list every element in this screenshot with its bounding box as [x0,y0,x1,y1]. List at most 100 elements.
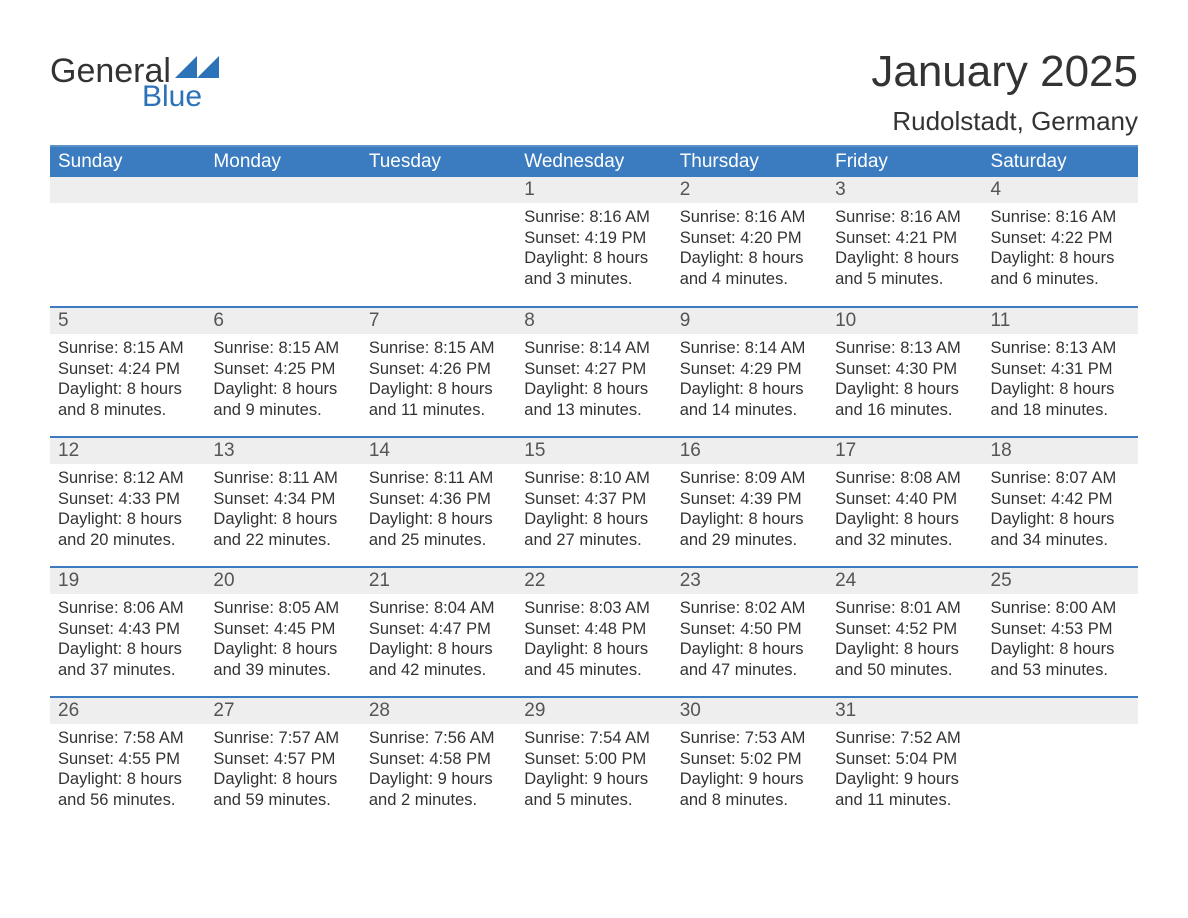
sunrise-line: Sunrise: 8:13 AM [991,338,1130,359]
day-body: Sunrise: 8:09 AMSunset: 4:39 PMDaylight:… [672,464,827,559]
sunset-line: Sunset: 4:24 PM [58,359,197,380]
day-number: 16 [672,438,827,464]
daylight-line: Daylight: 8 hours and 27 minutes. [524,509,663,550]
sunset-line: Sunset: 4:33 PM [58,489,197,510]
sunrise-line: Sunrise: 7:57 AM [213,728,352,749]
month-title: January 2025 [871,50,1138,94]
sunset-line: Sunset: 4:53 PM [991,619,1130,640]
day-number: 7 [361,308,516,334]
day-body: Sunrise: 8:05 AMSunset: 4:45 PMDaylight:… [205,594,360,689]
sunset-line: Sunset: 4:22 PM [991,228,1130,249]
day-number: 11 [983,308,1138,334]
day-number: 24 [827,568,982,594]
day-body: Sunrise: 8:16 AMSunset: 4:19 PMDaylight:… [516,203,671,298]
weekday-monday: Monday [205,146,360,177]
sunrise-line: Sunrise: 8:09 AM [680,468,819,489]
sunset-line: Sunset: 5:02 PM [680,749,819,770]
sunset-line: Sunset: 4:30 PM [835,359,974,380]
day-cell: 14Sunrise: 8:11 AMSunset: 4:36 PMDayligh… [361,437,516,567]
day-cell: 25Sunrise: 8:00 AMSunset: 4:53 PMDayligh… [983,567,1138,697]
day-cell: 30Sunrise: 7:53 AMSunset: 5:02 PMDayligh… [672,697,827,827]
day-number-blank [983,698,1138,724]
sunset-line: Sunset: 4:20 PM [680,228,819,249]
sunset-line: Sunset: 4:42 PM [991,489,1130,510]
sunrise-line: Sunrise: 8:12 AM [58,468,197,489]
day-number: 3 [827,177,982,203]
day-cell: 11Sunrise: 8:13 AMSunset: 4:31 PMDayligh… [983,307,1138,437]
day-cell: 26Sunrise: 7:58 AMSunset: 4:55 PMDayligh… [50,697,205,827]
day-cell: 13Sunrise: 8:11 AMSunset: 4:34 PMDayligh… [205,437,360,567]
daylight-line: Daylight: 8 hours and 4 minutes. [680,248,819,289]
daylight-line: Daylight: 8 hours and 11 minutes. [369,379,508,420]
day-cell: 24Sunrise: 8:01 AMSunset: 4:52 PMDayligh… [827,567,982,697]
daylight-line: Daylight: 8 hours and 56 minutes. [58,769,197,810]
day-body: Sunrise: 8:12 AMSunset: 4:33 PMDaylight:… [50,464,205,559]
day-cell: 31Sunrise: 7:52 AMSunset: 5:04 PMDayligh… [827,697,982,827]
day-body: Sunrise: 8:03 AMSunset: 4:48 PMDaylight:… [516,594,671,689]
sunrise-line: Sunrise: 7:58 AM [58,728,197,749]
day-body: Sunrise: 8:15 AMSunset: 4:24 PMDaylight:… [50,334,205,429]
day-number: 25 [983,568,1138,594]
sunset-line: Sunset: 5:00 PM [524,749,663,770]
daylight-line: Daylight: 8 hours and 16 minutes. [835,379,974,420]
day-body: Sunrise: 7:57 AMSunset: 4:57 PMDaylight:… [205,724,360,819]
day-body: Sunrise: 8:13 AMSunset: 4:31 PMDaylight:… [983,334,1138,429]
sunrise-line: Sunrise: 8:04 AM [369,598,508,619]
day-cell: 16Sunrise: 8:09 AMSunset: 4:39 PMDayligh… [672,437,827,567]
day-number: 14 [361,438,516,464]
day-body: Sunrise: 8:01 AMSunset: 4:52 PMDaylight:… [827,594,982,689]
day-cell: 9Sunrise: 8:14 AMSunset: 4:29 PMDaylight… [672,307,827,437]
sunset-line: Sunset: 4:43 PM [58,619,197,640]
sunrise-line: Sunrise: 8:16 AM [991,207,1130,228]
weekday-sunday: Sunday [50,146,205,177]
day-cell: 29Sunrise: 7:54 AMSunset: 5:00 PMDayligh… [516,697,671,827]
sunset-line: Sunset: 4:57 PM [213,749,352,770]
day-body: Sunrise: 8:16 AMSunset: 4:21 PMDaylight:… [827,203,982,298]
sunset-line: Sunset: 4:39 PM [680,489,819,510]
location: Rudolstadt, Germany [871,106,1138,137]
week-row: 12Sunrise: 8:12 AMSunset: 4:33 PMDayligh… [50,437,1138,567]
calendar-body: 1Sunrise: 8:16 AMSunset: 4:19 PMDaylight… [50,177,1138,827]
sunrise-line: Sunrise: 8:07 AM [991,468,1130,489]
daylight-line: Daylight: 8 hours and 3 minutes. [524,248,663,289]
sunset-line: Sunset: 4:45 PM [213,619,352,640]
daylight-line: Daylight: 8 hours and 47 minutes. [680,639,819,680]
sunrise-line: Sunrise: 8:01 AM [835,598,974,619]
day-number-blank [361,177,516,203]
day-cell: 6Sunrise: 8:15 AMSunset: 4:25 PMDaylight… [205,307,360,437]
daylight-line: Daylight: 8 hours and 29 minutes. [680,509,819,550]
day-body: Sunrise: 8:04 AMSunset: 4:47 PMDaylight:… [361,594,516,689]
daylight-line: Daylight: 8 hours and 34 minutes. [991,509,1130,550]
sunrise-line: Sunrise: 8:11 AM [369,468,508,489]
day-cell: 7Sunrise: 8:15 AMSunset: 4:26 PMDaylight… [361,307,516,437]
sunrise-line: Sunrise: 8:02 AM [680,598,819,619]
daylight-line: Daylight: 8 hours and 5 minutes. [835,248,974,289]
sunset-line: Sunset: 4:25 PM [213,359,352,380]
daylight-line: Daylight: 8 hours and 37 minutes. [58,639,197,680]
day-number: 30 [672,698,827,724]
calendar-head: SundayMondayTuesdayWednesdayThursdayFrid… [50,146,1138,177]
day-body: Sunrise: 8:14 AMSunset: 4:29 PMDaylight:… [672,334,827,429]
day-body: Sunrise: 8:16 AMSunset: 4:22 PMDaylight:… [983,203,1138,298]
blank-cell [50,177,205,307]
day-cell: 4Sunrise: 8:16 AMSunset: 4:22 PMDaylight… [983,177,1138,307]
daylight-line: Daylight: 8 hours and 20 minutes. [58,509,197,550]
day-cell: 21Sunrise: 8:04 AMSunset: 4:47 PMDayligh… [361,567,516,697]
day-number: 28 [361,698,516,724]
sunrise-line: Sunrise: 8:14 AM [524,338,663,359]
daylight-line: Daylight: 8 hours and 18 minutes. [991,379,1130,420]
sunrise-line: Sunrise: 8:16 AM [524,207,663,228]
day-number: 8 [516,308,671,334]
daylight-line: Daylight: 8 hours and 9 minutes. [213,379,352,420]
day-body: Sunrise: 7:52 AMSunset: 5:04 PMDaylight:… [827,724,982,819]
day-number: 29 [516,698,671,724]
day-number: 20 [205,568,360,594]
day-cell: 28Sunrise: 7:56 AMSunset: 4:58 PMDayligh… [361,697,516,827]
weekday-tuesday: Tuesday [361,146,516,177]
sunrise-line: Sunrise: 7:52 AM [835,728,974,749]
day-body: Sunrise: 8:13 AMSunset: 4:30 PMDaylight:… [827,334,982,429]
day-body: Sunrise: 8:15 AMSunset: 4:25 PMDaylight:… [205,334,360,429]
day-cell: 1Sunrise: 8:16 AMSunset: 4:19 PMDaylight… [516,177,671,307]
sunrise-line: Sunrise: 8:14 AM [680,338,819,359]
day-cell: 8Sunrise: 8:14 AMSunset: 4:27 PMDaylight… [516,307,671,437]
